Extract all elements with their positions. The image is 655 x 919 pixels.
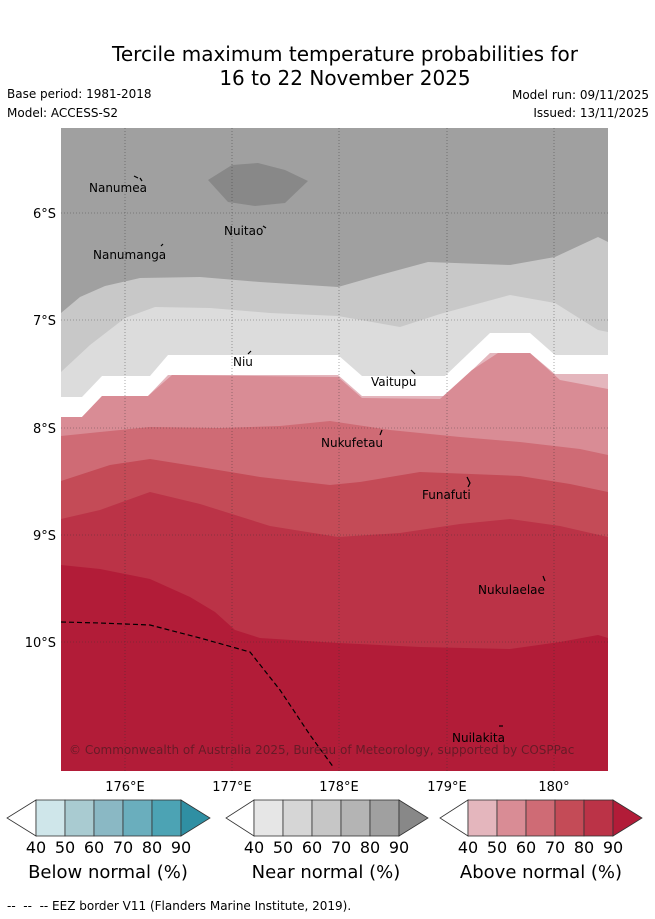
above-tick-90: 90 <box>603 838 623 857</box>
above-tick-60: 60 <box>516 838 536 857</box>
above-tick-40: 40 <box>458 838 478 857</box>
place-label-nukulaelae: Nukulaelae <box>478 583 545 597</box>
island-markers <box>133 175 546 727</box>
lon-label-178e: 178°E <box>319 780 359 795</box>
lat-label-10s: 10°S <box>25 636 56 651</box>
lon-label-176e: 176°E <box>105 780 145 795</box>
map-title-line1: Tercile maximum temperature probabilitie… <box>112 42 578 66</box>
below-tick-50: 50 <box>55 838 75 857</box>
lat-label-9s: 9°S <box>33 529 56 544</box>
map-title-line2: 16 to 22 November 2025 <box>219 66 471 90</box>
near-tick-40: 40 <box>244 838 264 857</box>
issued-date: Issued: 13/11/2025 <box>533 106 649 120</box>
near-tick-70: 70 <box>331 838 351 857</box>
near-normal-90-region <box>208 163 308 206</box>
forecast-map: Nanumea Nuitao Nanumanga Niu Vaitupu Nuk… <box>25 128 608 795</box>
colorbar-below <box>6 799 211 837</box>
below-tick-40: 40 <box>26 838 46 857</box>
place-label-funafuti: Funafuti <box>422 488 471 502</box>
lat-label-8s: 8°S <box>33 422 56 437</box>
colorbar-above-title: Above normal (%) <box>459 862 623 883</box>
near-tick-60: 60 <box>302 838 322 857</box>
place-label-nukufetau: Nukufetau <box>321 436 383 450</box>
above-tick-70: 70 <box>545 838 565 857</box>
near-tick-50: 50 <box>273 838 293 857</box>
colorbar-below-title: Below normal (%) <box>28 862 188 883</box>
above-tick-80: 80 <box>574 838 594 857</box>
above-tick-50: 50 <box>487 838 507 857</box>
colorbar-near-title: Near normal (%) <box>251 862 401 883</box>
colorbar-ticks: 40 50 60 70 80 90 40 50 60 70 80 90 40 5… <box>26 838 623 857</box>
below-tick-70: 70 <box>113 838 133 857</box>
place-label-nuilakita: Nuilakita <box>452 731 505 745</box>
colorbar-near <box>225 799 429 837</box>
lon-label-179e: 179°E <box>427 780 467 795</box>
below-tick-80: 80 <box>142 838 162 857</box>
copyright-notice: © Commonwealth of Australia 2025, Bureau… <box>69 743 574 757</box>
place-label-nanumanga: Nanumanga <box>93 248 166 262</box>
model-name: Model: ACCESS-S2 <box>7 106 119 120</box>
model-run: Model run: 09/11/2025 <box>511 88 649 102</box>
below-tick-60: 60 <box>84 838 104 857</box>
near-tick-90: 90 <box>389 838 409 857</box>
grid-lines <box>61 128 608 771</box>
above-normal-90-region <box>61 565 608 771</box>
below-tick-90: 90 <box>171 838 191 857</box>
lon-label-177e: 177°E <box>212 780 252 795</box>
lat-label-7s: 7°S <box>33 314 56 329</box>
lat-label-6s: 6°S <box>33 207 56 222</box>
place-label-nuitao: Nuitao <box>224 224 263 238</box>
place-label-vaitupu: Vaitupu <box>371 375 417 389</box>
eez-footnote: -- -- -- EEZ border V11 (Flanders Marine… <box>7 899 352 913</box>
place-label-nanumea: Nanumea <box>89 181 147 195</box>
near-tick-80: 80 <box>360 838 380 857</box>
place-label-niu: Niu <box>233 355 253 369</box>
colorbars <box>6 799 643 837</box>
lon-label-180: 180° <box>538 780 569 795</box>
base-period: Base period: 1981-2018 <box>7 87 152 101</box>
colorbar-above <box>439 799 643 837</box>
